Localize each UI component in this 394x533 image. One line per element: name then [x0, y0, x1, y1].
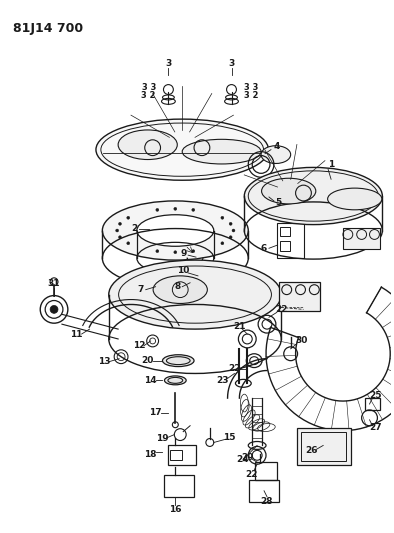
- Circle shape: [192, 208, 195, 212]
- Ellipse shape: [182, 139, 261, 164]
- Text: 9: 9: [180, 249, 186, 257]
- Circle shape: [221, 242, 224, 245]
- Circle shape: [229, 236, 232, 239]
- Bar: [170, 450, 182, 460]
- Bar: [280, 241, 290, 251]
- Text: 3 2: 3 2: [244, 91, 258, 100]
- Text: 16: 16: [169, 505, 182, 514]
- Bar: [164, 475, 194, 497]
- Circle shape: [174, 207, 177, 211]
- Text: 22: 22: [245, 470, 257, 479]
- Text: 10: 10: [177, 266, 190, 276]
- Text: 14: 14: [144, 376, 157, 385]
- Circle shape: [232, 229, 235, 232]
- Text: 7: 7: [138, 285, 144, 294]
- Ellipse shape: [162, 355, 194, 367]
- Text: 6: 6: [261, 244, 267, 253]
- Circle shape: [221, 216, 224, 219]
- Ellipse shape: [153, 276, 207, 303]
- Bar: [343, 228, 380, 249]
- Text: 20: 20: [141, 356, 154, 365]
- Bar: [297, 427, 351, 465]
- Text: 25: 25: [369, 391, 382, 400]
- Circle shape: [156, 208, 159, 212]
- Text: 81J14 700: 81J14 700: [13, 21, 83, 35]
- Circle shape: [127, 242, 130, 245]
- Text: 4: 4: [274, 142, 280, 151]
- Text: 19: 19: [156, 434, 169, 443]
- Circle shape: [50, 305, 58, 313]
- Circle shape: [127, 216, 130, 219]
- Circle shape: [119, 222, 121, 225]
- Circle shape: [192, 249, 195, 253]
- Bar: [301, 432, 346, 461]
- Text: 3 3: 3 3: [141, 83, 156, 92]
- Ellipse shape: [164, 376, 186, 385]
- Circle shape: [156, 249, 159, 253]
- Text: 12: 12: [133, 341, 145, 350]
- Text: 24: 24: [236, 455, 249, 464]
- Bar: [277, 223, 305, 258]
- Ellipse shape: [109, 260, 281, 329]
- Text: 23: 23: [216, 376, 229, 385]
- Text: 5: 5: [276, 198, 282, 207]
- Text: 15: 15: [223, 433, 236, 442]
- Circle shape: [229, 222, 232, 225]
- Bar: [364, 398, 380, 410]
- Circle shape: [174, 251, 177, 254]
- Text: 22: 22: [228, 364, 241, 373]
- Text: 26: 26: [305, 446, 318, 455]
- Text: 21: 21: [233, 321, 245, 330]
- Text: 3: 3: [165, 59, 171, 68]
- Text: 31: 31: [48, 279, 60, 288]
- Ellipse shape: [328, 188, 382, 210]
- Text: 11: 11: [71, 329, 83, 338]
- Ellipse shape: [262, 178, 316, 204]
- Bar: [168, 446, 196, 465]
- Ellipse shape: [96, 119, 268, 180]
- Text: 17: 17: [149, 408, 162, 417]
- Ellipse shape: [261, 146, 291, 164]
- Text: 3: 3: [229, 59, 235, 68]
- Text: 8: 8: [174, 282, 180, 291]
- Text: 30: 30: [296, 336, 308, 345]
- Text: 22: 22: [275, 305, 288, 314]
- Ellipse shape: [102, 201, 248, 260]
- Text: 28: 28: [261, 497, 273, 506]
- Text: 1: 1: [328, 160, 334, 169]
- Bar: [279, 282, 320, 311]
- Ellipse shape: [244, 167, 382, 224]
- Ellipse shape: [137, 215, 214, 246]
- Ellipse shape: [118, 130, 177, 159]
- Text: 29: 29: [241, 453, 254, 462]
- Text: 3 3: 3 3: [244, 83, 258, 92]
- Text: 2: 2: [131, 224, 137, 233]
- Text: 13: 13: [98, 357, 111, 366]
- Bar: [255, 462, 277, 480]
- Text: 27: 27: [369, 423, 382, 432]
- Bar: [280, 227, 290, 237]
- Circle shape: [119, 236, 121, 239]
- Circle shape: [116, 229, 119, 232]
- Text: 3 2: 3 2: [141, 91, 156, 100]
- Bar: [249, 480, 279, 502]
- Text: 18: 18: [145, 450, 157, 459]
